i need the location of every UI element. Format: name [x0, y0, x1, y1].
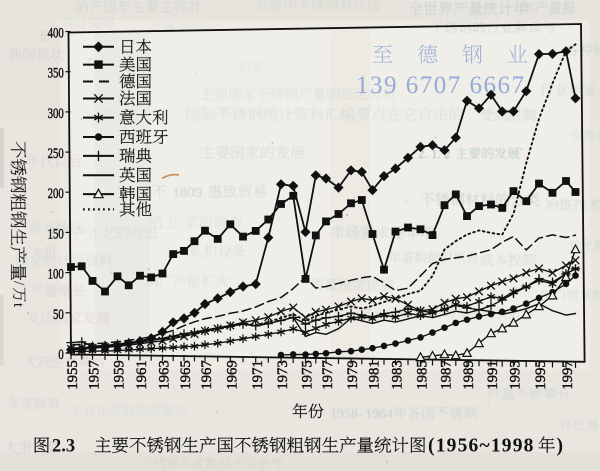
- svg-text:350: 350: [48, 65, 64, 81]
- svg-text:250: 250: [48, 146, 64, 162]
- svg-text:1973: 1973: [275, 360, 291, 390]
- svg-text:1: 1: [431, 146, 438, 161]
- svg-text:2: 2: [418, 146, 425, 161]
- svg-text:t: t: [10, 303, 26, 307]
- svg-text:1965: 1965: [178, 360, 194, 390]
- svg-text:8: 8: [351, 407, 358, 422]
- svg-text:.: .: [425, 146, 428, 161]
- svg-text:1977: 1977: [320, 360, 336, 390]
- svg-text:1981: 1981: [367, 360, 383, 390]
- svg-text:1979: 1979: [345, 360, 361, 390]
- svg-text:6: 6: [379, 407, 386, 422]
- svg-text:-: -: [358, 407, 363, 422]
- svg-text:1983: 1983: [390, 360, 406, 390]
- svg-text:1959: 1959: [112, 360, 128, 390]
- svg-text:1993: 1993: [508, 360, 524, 390]
- svg-text:1961: 1961: [134, 360, 150, 390]
- svg-text:1967: 1967: [199, 360, 215, 390]
- svg-text:400: 400: [48, 25, 64, 41]
- svg-text:5: 5: [344, 407, 351, 422]
- svg-text:200: 200: [48, 186, 64, 202]
- svg-text:100: 100: [48, 266, 64, 282]
- svg-text:1991: 1991: [485, 360, 501, 390]
- svg-text:1987: 1987: [439, 360, 455, 390]
- svg-text:1: 1: [365, 407, 372, 422]
- svg-text:150: 150: [48, 226, 64, 242]
- svg-text:4: 4: [386, 407, 393, 422]
- svg-text:9: 9: [337, 407, 344, 422]
- svg-text:139 6707 6667: 139 6707 6667: [356, 72, 526, 99]
- svg-text:1975: 1975: [300, 360, 316, 390]
- svg-text:1995: 1995: [533, 360, 549, 390]
- svg-text:0: 0: [187, 185, 195, 201]
- svg-text:1: 1: [172, 185, 180, 201]
- svg-text:2.3: 2.3: [52, 437, 75, 457]
- svg-text:1989: 1989: [461, 360, 477, 390]
- svg-text:1985: 1985: [415, 360, 431, 390]
- svg-text:8: 8: [180, 185, 188, 201]
- svg-text:1: 1: [330, 407, 337, 422]
- svg-text:9: 9: [195, 185, 203, 201]
- svg-text:): ): [557, 436, 564, 457]
- svg-text:0: 0: [58, 346, 63, 362]
- svg-text:/: /: [10, 281, 27, 286]
- svg-text:1997: 1997: [560, 360, 576, 390]
- svg-text:(1956~1998: (1956~1998: [428, 436, 535, 457]
- svg-text:300: 300: [48, 105, 64, 121]
- svg-text:.: .: [438, 146, 441, 161]
- svg-text:50: 50: [53, 306, 64, 322]
- svg-text:1963: 1963: [157, 360, 173, 390]
- svg-text:1957: 1957: [87, 360, 103, 390]
- svg-text:1955: 1955: [65, 360, 81, 390]
- svg-text:9: 9: [372, 407, 379, 422]
- svg-text:2: 2: [444, 146, 451, 161]
- svg-text:1969: 1969: [225, 360, 241, 390]
- svg-text:1971: 1971: [250, 360, 266, 390]
